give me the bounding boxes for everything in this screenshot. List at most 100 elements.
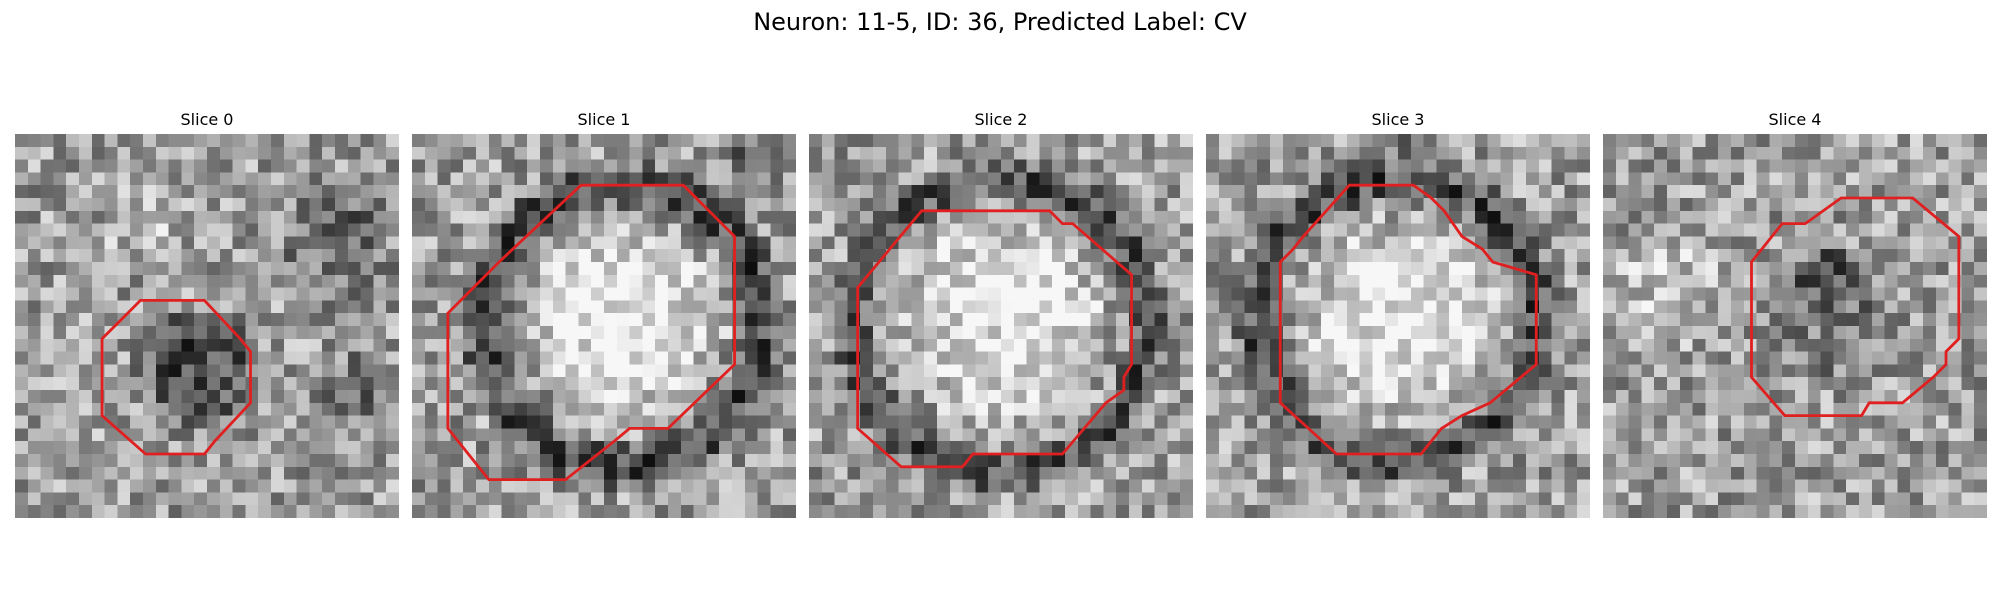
pixel bbox=[1167, 146, 1181, 160]
pixel bbox=[1846, 146, 1860, 160]
pixel bbox=[706, 338, 720, 352]
pixel bbox=[1628, 185, 1642, 199]
pixel bbox=[1410, 402, 1424, 416]
pixel bbox=[168, 415, 182, 429]
pixel bbox=[1807, 326, 1821, 340]
pixel bbox=[527, 415, 541, 429]
pixel bbox=[1167, 210, 1181, 224]
pixel bbox=[693, 134, 707, 148]
pixel bbox=[1667, 415, 1681, 429]
pixel bbox=[501, 236, 515, 250]
pixel bbox=[680, 377, 694, 391]
pixel bbox=[1705, 402, 1719, 416]
pixel bbox=[1935, 402, 1949, 416]
pixel bbox=[424, 287, 438, 301]
pixel bbox=[962, 338, 976, 352]
pixel bbox=[1001, 274, 1015, 288]
pixel bbox=[1526, 454, 1540, 468]
pixel bbox=[527, 172, 541, 186]
pixel bbox=[949, 492, 963, 506]
pixel bbox=[1615, 172, 1629, 186]
pixel bbox=[360, 210, 374, 224]
pixel bbox=[924, 505, 938, 518]
pixel bbox=[719, 159, 733, 173]
pixel bbox=[207, 402, 221, 416]
pixel bbox=[40, 274, 54, 288]
pixel bbox=[1628, 428, 1642, 442]
pixel bbox=[514, 441, 528, 455]
pixel bbox=[1077, 492, 1091, 506]
pixel bbox=[757, 210, 771, 224]
pixel bbox=[1654, 274, 1668, 288]
pixel bbox=[1218, 146, 1232, 160]
pixel bbox=[283, 249, 297, 263]
pixel bbox=[463, 428, 477, 442]
pixel bbox=[1667, 223, 1681, 237]
pixel bbox=[1449, 402, 1463, 416]
pixel bbox=[1641, 172, 1655, 186]
pixel bbox=[1820, 351, 1834, 365]
pixel bbox=[604, 287, 618, 301]
pixel bbox=[578, 236, 592, 250]
pixel bbox=[1538, 415, 1552, 429]
pixel bbox=[1705, 210, 1719, 224]
roi-outline bbox=[1750, 196, 1961, 418]
pixel bbox=[616, 172, 630, 186]
pixel bbox=[1782, 454, 1796, 468]
pixel bbox=[1884, 262, 1898, 276]
pixel bbox=[501, 351, 515, 365]
pixel bbox=[1910, 236, 1924, 250]
pixel bbox=[514, 428, 528, 442]
pixel bbox=[1577, 300, 1590, 314]
pixel bbox=[1846, 185, 1860, 199]
pixel bbox=[1628, 198, 1642, 212]
pixel bbox=[1154, 198, 1168, 212]
pixel bbox=[834, 428, 848, 442]
pixel bbox=[719, 300, 733, 314]
pixel bbox=[1923, 326, 1937, 340]
pixel bbox=[476, 274, 490, 288]
pixel bbox=[1615, 466, 1629, 480]
pixel bbox=[91, 326, 105, 340]
pixel bbox=[1308, 454, 1322, 468]
pixel bbox=[1167, 249, 1181, 263]
pixel bbox=[770, 505, 784, 518]
pixel bbox=[347, 415, 361, 429]
pixel bbox=[898, 313, 912, 327]
pixel bbox=[309, 390, 323, 404]
pixel bbox=[834, 287, 848, 301]
pixel bbox=[1667, 134, 1681, 148]
pixel bbox=[1756, 172, 1770, 186]
pixel bbox=[1731, 236, 1745, 250]
pixel bbox=[578, 274, 592, 288]
pixel bbox=[937, 377, 951, 391]
pixel bbox=[1615, 441, 1629, 455]
pixel bbox=[655, 454, 669, 468]
pixel bbox=[258, 262, 272, 276]
pixel bbox=[1577, 364, 1590, 378]
pixel bbox=[693, 441, 707, 455]
pixel bbox=[53, 236, 67, 250]
pixel bbox=[1244, 274, 1258, 288]
pixel bbox=[988, 351, 1002, 365]
pixel bbox=[1551, 172, 1565, 186]
pixel bbox=[949, 262, 963, 276]
pixel bbox=[1103, 198, 1117, 212]
pixel bbox=[1244, 300, 1258, 314]
pixel bbox=[271, 287, 285, 301]
pixel bbox=[1564, 479, 1578, 493]
pixel bbox=[885, 159, 899, 173]
pixel bbox=[1833, 134, 1847, 148]
pixel bbox=[1756, 454, 1770, 468]
pixel bbox=[1795, 159, 1809, 173]
pixel bbox=[1833, 326, 1847, 340]
pixel bbox=[501, 415, 515, 429]
pixel bbox=[258, 249, 272, 263]
pixel bbox=[1308, 185, 1322, 199]
pixel bbox=[1449, 236, 1463, 250]
pixel bbox=[578, 390, 592, 404]
pixel bbox=[1961, 146, 1975, 160]
pixel bbox=[1769, 326, 1783, 340]
pixel bbox=[1603, 466, 1617, 480]
pixel bbox=[1628, 364, 1642, 378]
